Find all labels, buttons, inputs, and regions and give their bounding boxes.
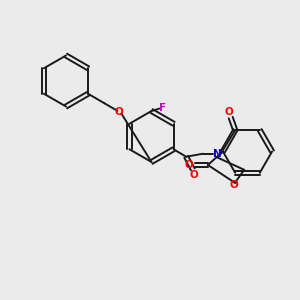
- Text: F: F: [159, 103, 167, 113]
- Text: O: O: [225, 107, 234, 117]
- Text: O: O: [184, 160, 193, 170]
- Text: O: O: [190, 170, 199, 180]
- Text: O: O: [115, 107, 123, 117]
- Text: O: O: [229, 180, 238, 190]
- Text: N: N: [213, 149, 221, 159]
